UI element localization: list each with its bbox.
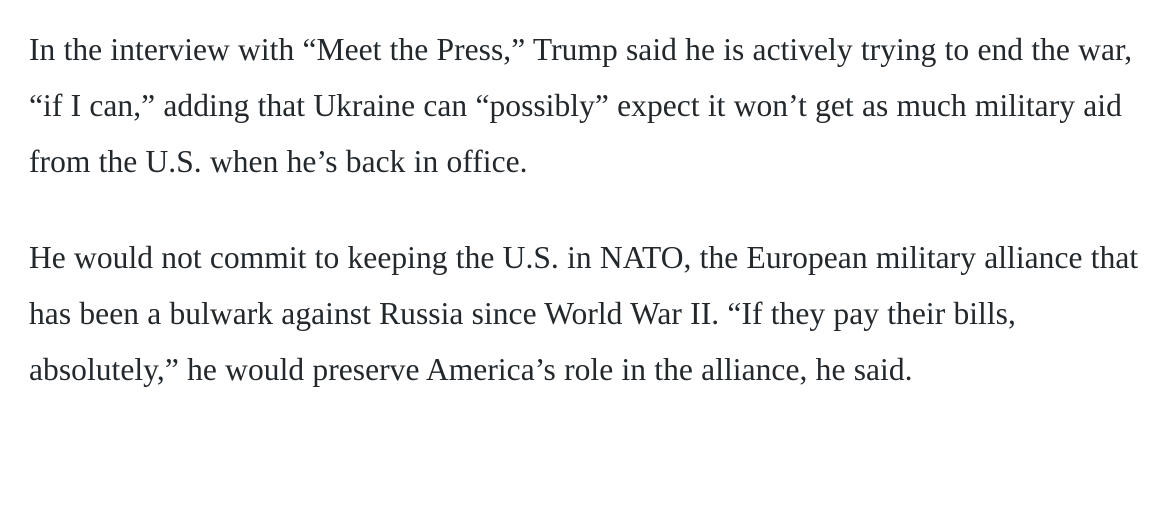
article-paragraph-1: In the interview with “Meet the Press,” … xyxy=(29,32,1133,179)
article-paragraph-2: He would not commit to keeping the U.S. … xyxy=(29,240,1139,387)
